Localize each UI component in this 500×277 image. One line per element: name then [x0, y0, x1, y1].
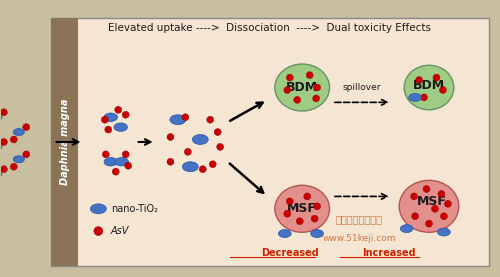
Circle shape [200, 166, 206, 173]
Text: spillover: spillover [342, 83, 381, 92]
Text: Increased: Increased [362, 248, 416, 258]
Circle shape [410, 193, 418, 200]
Circle shape [209, 161, 216, 168]
Circle shape [423, 186, 430, 193]
Circle shape [167, 134, 174, 140]
Ellipse shape [399, 180, 459, 232]
FancyBboxPatch shape [51, 18, 78, 266]
Text: 生物质颗粒交易网: 生物质颗粒交易网 [336, 214, 383, 224]
Ellipse shape [104, 113, 118, 121]
Circle shape [296, 218, 303, 225]
Circle shape [312, 95, 320, 102]
Circle shape [304, 193, 310, 200]
Ellipse shape [13, 129, 24, 135]
Circle shape [23, 151, 30, 158]
FancyBboxPatch shape [51, 18, 488, 266]
Ellipse shape [311, 230, 324, 237]
Ellipse shape [114, 123, 128, 131]
Ellipse shape [404, 65, 454, 110]
Circle shape [444, 200, 452, 207]
Text: MSF: MSF [288, 202, 317, 215]
Text: BDM: BDM [413, 79, 445, 91]
Ellipse shape [170, 115, 186, 125]
Circle shape [115, 106, 121, 113]
Text: Elevated uptake ---->  Dissociation  ---->  Dual toxicity Effects: Elevated uptake ----> Dissociation ---->… [108, 23, 432, 33]
Circle shape [105, 126, 112, 133]
Text: BDM: BDM [286, 81, 318, 94]
Circle shape [122, 151, 129, 158]
Circle shape [314, 84, 320, 91]
Ellipse shape [0, 143, 2, 150]
Circle shape [286, 198, 294, 205]
Ellipse shape [192, 135, 208, 144]
Circle shape [167, 158, 174, 165]
Ellipse shape [182, 162, 198, 172]
Circle shape [438, 191, 445, 198]
Ellipse shape [275, 64, 330, 111]
Ellipse shape [90, 204, 106, 214]
Ellipse shape [400, 225, 413, 233]
Ellipse shape [104, 158, 118, 166]
Ellipse shape [13, 156, 24, 163]
Circle shape [10, 163, 18, 170]
Circle shape [314, 203, 320, 210]
Text: Decreased: Decreased [261, 248, 318, 258]
Circle shape [416, 77, 422, 84]
Circle shape [124, 162, 132, 169]
Circle shape [426, 220, 432, 227]
Text: www.51keji.com: www.51keji.com [322, 234, 396, 243]
Ellipse shape [278, 230, 291, 237]
Circle shape [23, 124, 30, 130]
Circle shape [184, 148, 192, 155]
Circle shape [214, 129, 221, 135]
Circle shape [284, 86, 291, 93]
Ellipse shape [0, 171, 2, 178]
Circle shape [94, 227, 103, 235]
Circle shape [440, 86, 446, 93]
Circle shape [432, 205, 438, 212]
Circle shape [440, 213, 448, 220]
Circle shape [102, 116, 108, 123]
Circle shape [10, 136, 18, 143]
Text: nano-TiO₂: nano-TiO₂ [111, 204, 158, 214]
Circle shape [284, 210, 291, 217]
Ellipse shape [438, 228, 450, 236]
Circle shape [0, 138, 7, 145]
Text: AsV: AsV [111, 226, 129, 236]
Circle shape [0, 166, 7, 173]
Circle shape [311, 215, 318, 222]
Circle shape [182, 114, 189, 121]
Circle shape [306, 72, 313, 79]
Circle shape [286, 74, 294, 81]
Circle shape [0, 109, 7, 116]
Circle shape [206, 116, 214, 123]
Ellipse shape [0, 114, 2, 121]
Circle shape [294, 96, 300, 103]
Circle shape [420, 94, 428, 101]
Text: Daphnia magna: Daphnia magna [60, 99, 70, 185]
Ellipse shape [275, 185, 330, 232]
Circle shape [102, 151, 110, 158]
Circle shape [122, 111, 129, 118]
Circle shape [433, 74, 440, 81]
Circle shape [216, 143, 224, 150]
Circle shape [412, 213, 418, 220]
Ellipse shape [408, 93, 422, 101]
Ellipse shape [115, 158, 128, 166]
Text: MSF: MSF [416, 195, 446, 208]
Circle shape [112, 168, 119, 175]
